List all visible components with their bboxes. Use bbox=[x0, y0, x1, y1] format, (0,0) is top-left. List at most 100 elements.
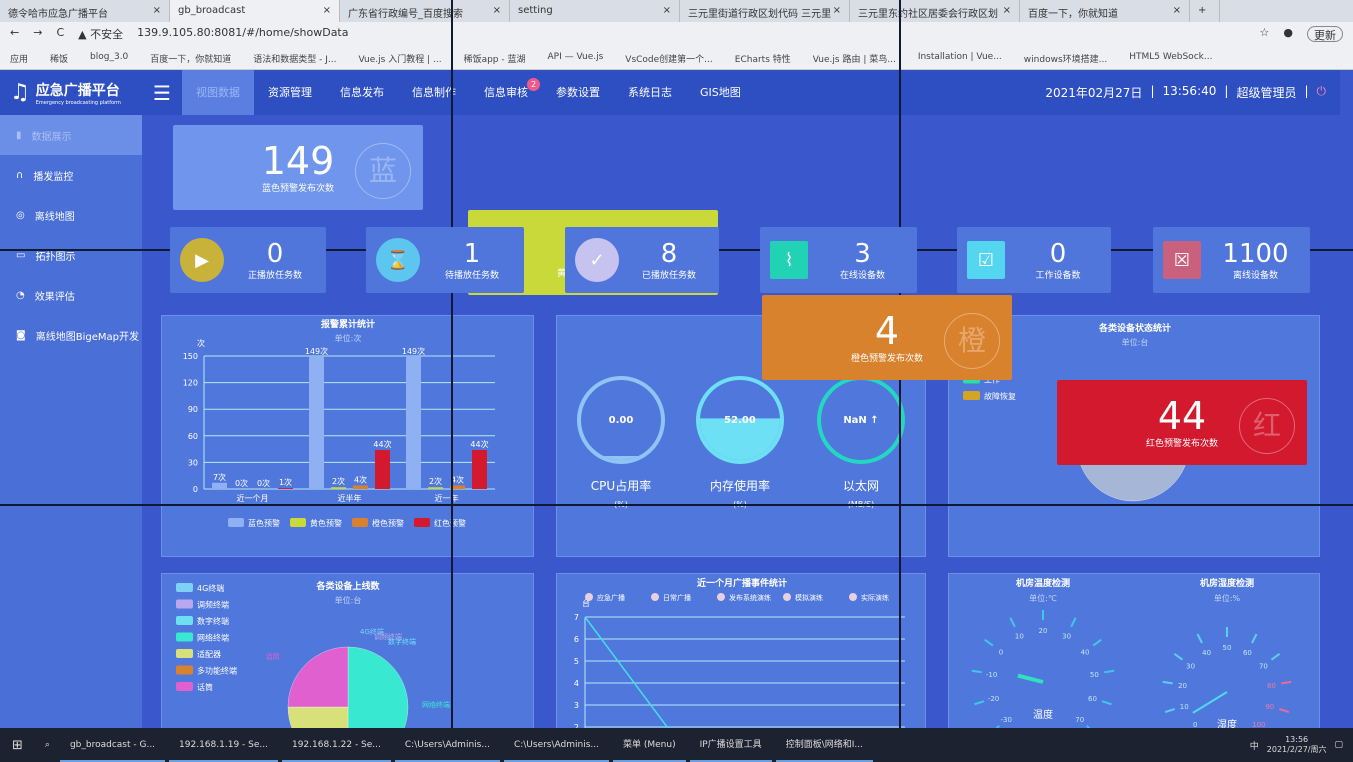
back-icon[interactable]: ← bbox=[10, 26, 20, 39]
seal-stamp: 红 bbox=[1239, 398, 1295, 454]
bookmark[interactable]: blog_3.0 bbox=[90, 52, 129, 62]
close-icon[interactable]: × bbox=[832, 5, 841, 16]
y-tick-label: 3 bbox=[574, 701, 579, 710]
browser-tab[interactable]: setting × bbox=[510, 0, 680, 22]
forward-icon[interactable]: → bbox=[33, 26, 43, 39]
sidebar-item[interactable]: ▭ 拓扑图示 bbox=[0, 235, 142, 275]
bookmark[interactable]: 百度一下，你就知道 bbox=[150, 55, 232, 65]
gauge-tick bbox=[1162, 680, 1173, 685]
bar bbox=[309, 356, 324, 489]
taskbar-item[interactable]: 192.168.1.22 - Se... bbox=[281, 728, 391, 762]
close-icon[interactable]: × bbox=[1002, 5, 1011, 16]
browser-tab[interactable]: 德令哈市应急广播平台 × bbox=[0, 0, 170, 22]
bookmark[interactable]: Installation | Vue... bbox=[917, 52, 1002, 62]
sidebar-item[interactable]: ∩ 播发监控 bbox=[0, 155, 142, 195]
gauge-tick bbox=[1070, 617, 1077, 628]
gauge-tick-label: 0 bbox=[999, 648, 1003, 656]
browser-tab[interactable]: 三元里东约社区居委会行政区划 × bbox=[850, 0, 1020, 22]
close-icon[interactable]: × bbox=[662, 5, 671, 16]
mem-ring bbox=[696, 376, 784, 464]
taskbar-item[interactable]: 菜单 (Menu) bbox=[612, 728, 686, 762]
sidebar-item[interactable]: ◔ 效果评估 bbox=[0, 275, 142, 315]
bookmark[interactable]: VsCode创建第一个... bbox=[625, 55, 713, 65]
bookmark[interactable]: Vue.js 路由 | 菜鸟... bbox=[812, 55, 896, 65]
nav-tab[interactable]: 信息制作 bbox=[398, 70, 470, 115]
sidebar-item[interactable]: ◙ 离线地图BigeMap开发 bbox=[0, 315, 142, 355]
legend-swatch bbox=[290, 518, 306, 527]
nav-tab[interactable]: 资源管理 bbox=[254, 70, 326, 115]
chart-title: 各类设备状态统计 bbox=[1098, 322, 1171, 334]
nav-tab[interactable]: 信息发布 bbox=[326, 70, 398, 115]
taskbar-item[interactable]: C:\Users\Adminis... bbox=[503, 728, 609, 762]
nav-tab[interactable]: GIS地图 bbox=[686, 70, 755, 115]
bookmark[interactable]: windows环境搭建... bbox=[1023, 55, 1108, 65]
browser-tab[interactable]: 百度一下，你就知道 × bbox=[1020, 0, 1190, 22]
sidebar-item[interactable]: ◎ 离线地图 bbox=[0, 195, 142, 235]
gauge-tick-label: 40 bbox=[1202, 649, 1211, 657]
close-icon[interactable]: × bbox=[492, 5, 501, 16]
nav-label: 系统日志 bbox=[628, 86, 672, 99]
start-icon[interactable]: ⊞ bbox=[12, 737, 23, 753]
close-icon[interactable]: × bbox=[322, 5, 331, 16]
data-label: 44次 bbox=[470, 439, 488, 449]
close-icon[interactable]: × bbox=[1172, 5, 1181, 16]
net-value: NaN ↑ bbox=[843, 415, 878, 426]
nav-tab[interactable]: 信息审核 2 bbox=[470, 70, 542, 115]
legend-swatch bbox=[414, 518, 430, 527]
chart-title: 近一个月广播事件统计 bbox=[697, 577, 787, 589]
taskbar-item[interactable]: 192.168.1.19 - Se... bbox=[169, 728, 278, 762]
nav-tab[interactable]: 参数设置 bbox=[542, 70, 614, 115]
clock[interactable]: 13:56 2021/2/27/周六 bbox=[1266, 735, 1327, 754]
legend-marker bbox=[783, 593, 791, 601]
menu-toggle-icon[interactable]: ☰ bbox=[153, 80, 171, 105]
pie-slice bbox=[287, 706, 349, 732]
net-label: 以太网 bbox=[843, 478, 879, 493]
bookmark[interactable]: 稀饭 bbox=[50, 55, 69, 65]
stat-label: 在线设备数 bbox=[839, 270, 885, 281]
bookmark[interactable]: ECharts 特性 bbox=[734, 55, 791, 65]
star-icon[interactable]: ☆ bbox=[1259, 26, 1270, 39]
search-icon[interactable]: ⌕ bbox=[44, 740, 50, 750]
notification-icon[interactable]: ▢ bbox=[1334, 740, 1343, 750]
sidebar-item[interactable]: ▮ 数据展示 bbox=[0, 115, 142, 155]
browser-tab[interactable]: gb_broadcast × bbox=[170, 0, 340, 22]
y-tick-label: 6 bbox=[574, 635, 579, 644]
browser-tab[interactable]: 三元里街道行政区划代码 三元里 × bbox=[680, 0, 850, 22]
security-warning[interactable]: ▲ 不安全 bbox=[78, 28, 124, 41]
browser-tab[interactable]: 广东省行政编号_百度搜索 × bbox=[340, 0, 510, 22]
power-icon[interactable]: ⏻ bbox=[1316, 84, 1327, 98]
profile-icon[interactable]: ● bbox=[1283, 26, 1293, 39]
gauge-tick bbox=[1251, 633, 1258, 644]
new-tab-button[interactable]: + bbox=[1190, 0, 1220, 22]
pie-slice bbox=[347, 646, 409, 732]
data-label: 1次 bbox=[279, 477, 292, 487]
gauge-label: 湿度 bbox=[1217, 718, 1237, 731]
close-icon[interactable]: × bbox=[152, 5, 161, 16]
nav-tab[interactable]: 视图数据 bbox=[182, 70, 254, 115]
taskbar-item[interactable]: IP广播设置工具 bbox=[689, 728, 772, 762]
stat-label: 工作设备数 bbox=[1035, 270, 1081, 281]
taskbar-item[interactable]: C:\Users\Adminis... bbox=[394, 728, 500, 762]
url-input[interactable]: 139.9.105.80:8081/#/home/showData bbox=[137, 26, 349, 39]
nav-tab[interactable]: 系统日志 bbox=[614, 70, 686, 115]
ime-indicator[interactable]: 中 bbox=[1249, 741, 1259, 752]
taskbar-item[interactable]: gb_broadcast - G... bbox=[59, 728, 166, 762]
update-button[interactable]: 更新 bbox=[1307, 26, 1343, 42]
bookmark[interactable]: 稀饭app - 蓝湖 bbox=[463, 55, 526, 65]
taskbar-item[interactable]: 控制面板\网络和I... bbox=[775, 728, 873, 762]
gauge-tick-label: 70 bbox=[1259, 663, 1268, 671]
bookmark[interactable]: API — Vue.js bbox=[547, 52, 604, 62]
gauge-tick-label: 100 bbox=[1252, 721, 1265, 729]
address-bar: ← → C ▲ 不安全 139.9.105.80:8081/#/home/sho… bbox=[0, 22, 1353, 46]
bookmark[interactable]: 应用 bbox=[10, 55, 29, 65]
chart-subtitle: 单位:台 bbox=[1122, 337, 1149, 347]
bookmark[interactable]: HTML5 WebSock... bbox=[1129, 52, 1213, 62]
y-tick-label: 90 bbox=[188, 405, 198, 414]
bookmark[interactable]: 语法和数据类型 - J... bbox=[253, 55, 337, 65]
user-name[interactable]: 超级管理员 bbox=[1236, 86, 1297, 100]
video-wall-bezel bbox=[0, 504, 1353, 506]
gauge-tick-label: 0 bbox=[1193, 721, 1197, 729]
bookmark[interactable]: Vue.js 入门教程 | ... bbox=[358, 55, 442, 65]
legend-swatch bbox=[176, 649, 193, 658]
reload-icon[interactable]: C bbox=[56, 26, 65, 39]
